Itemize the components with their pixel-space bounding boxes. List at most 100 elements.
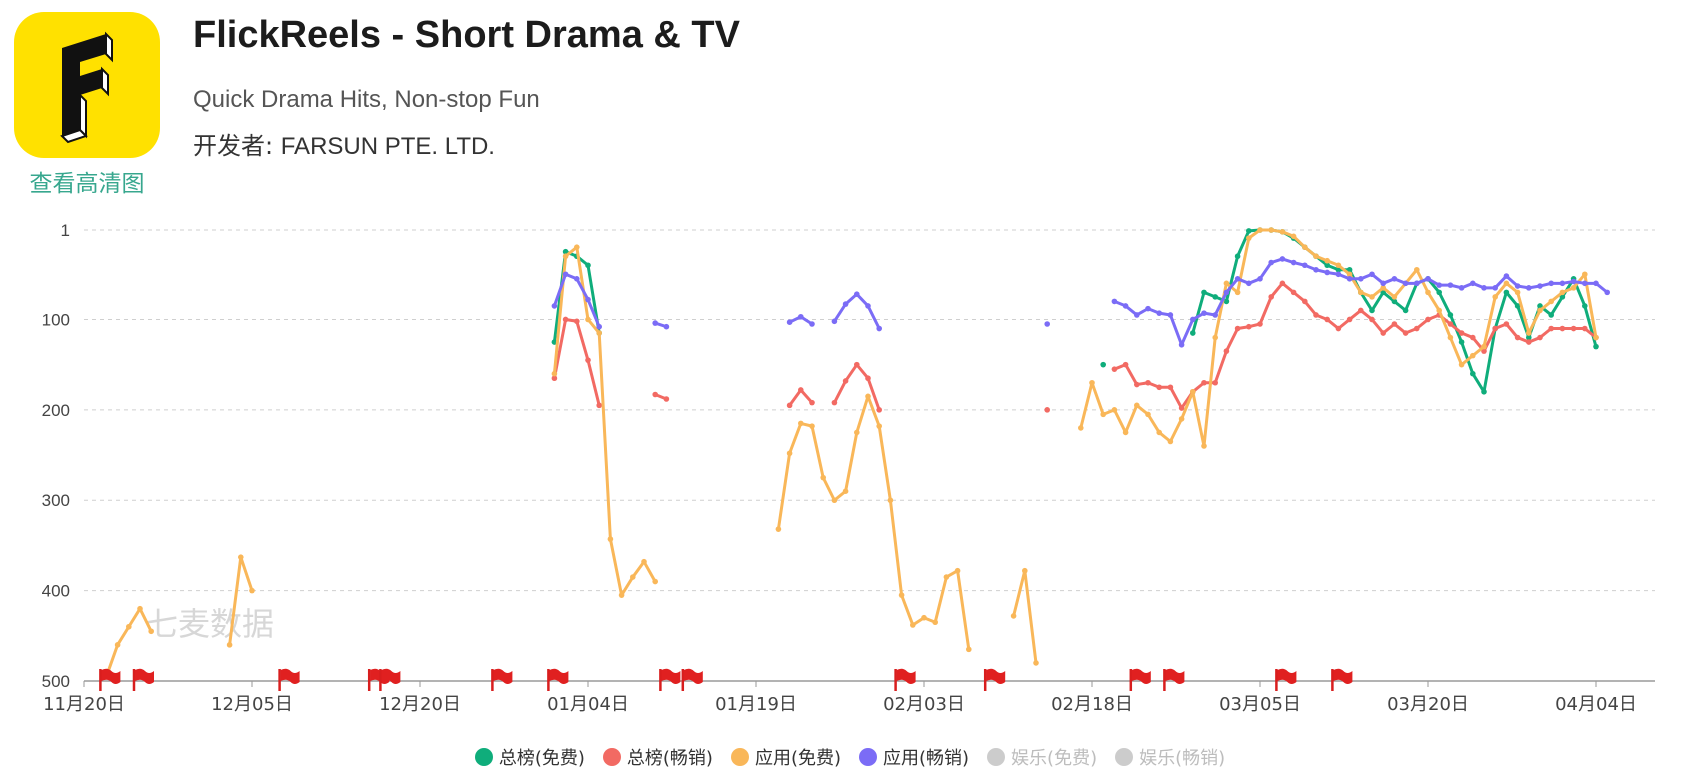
legend-item-应用(畅销)[interactable]: 应用(畅销) xyxy=(859,744,969,770)
data-point[interactable] xyxy=(1526,339,1532,345)
data-point[interactable] xyxy=(663,323,670,330)
data-point[interactable] xyxy=(1313,312,1319,318)
data-point[interactable] xyxy=(596,323,602,330)
data-point[interactable] xyxy=(921,614,927,621)
data-point[interactable] xyxy=(932,619,938,626)
data-point[interactable] xyxy=(1358,307,1364,314)
event-flag-icon[interactable] xyxy=(278,668,300,691)
data-point[interactable] xyxy=(1190,330,1196,336)
data-point[interactable] xyxy=(1514,283,1521,289)
data-point[interactable] xyxy=(842,378,849,384)
data-point[interactable] xyxy=(114,642,121,648)
event-flag-icon[interactable] xyxy=(681,668,703,691)
data-point[interactable] xyxy=(1122,429,1129,436)
data-point[interactable] xyxy=(1257,321,1263,327)
data-point[interactable] xyxy=(1246,280,1252,287)
data-point[interactable] xyxy=(1324,262,1330,269)
data-point[interactable] xyxy=(1458,330,1465,336)
data-point[interactable] xyxy=(1458,361,1465,368)
data-point[interactable] xyxy=(226,642,233,648)
data-point[interactable] xyxy=(1190,388,1196,395)
data-point[interactable] xyxy=(809,423,815,429)
data-point[interactable] xyxy=(1201,289,1207,296)
data-point[interactable] xyxy=(1369,316,1375,323)
data-point[interactable] xyxy=(1380,289,1386,296)
data-point[interactable] xyxy=(1414,266,1420,273)
event-flag-icon[interactable] xyxy=(1129,668,1151,691)
data-point[interactable] xyxy=(1156,384,1162,391)
data-point[interactable] xyxy=(1481,388,1487,395)
data-point[interactable] xyxy=(1570,285,1577,291)
data-point[interactable] xyxy=(1470,334,1476,341)
data-point[interactable] xyxy=(842,301,849,307)
data-point[interactable] xyxy=(786,450,793,457)
data-point[interactable] xyxy=(1257,227,1263,233)
data-point[interactable] xyxy=(954,567,961,574)
data-point[interactable] xyxy=(1559,280,1566,287)
data-point[interactable] xyxy=(652,578,658,585)
data-point[interactable] xyxy=(1402,307,1409,314)
data-point[interactable] xyxy=(238,554,244,560)
data-point[interactable] xyxy=(1111,298,1118,305)
data-point[interactable] xyxy=(1100,411,1106,418)
data-point[interactable] xyxy=(1503,273,1510,279)
data-point[interactable] xyxy=(1145,379,1151,386)
data-point[interactable] xyxy=(652,391,658,398)
data-point[interactable] xyxy=(1470,370,1476,377)
data-point[interactable] xyxy=(641,558,647,565)
data-point[interactable] xyxy=(1134,312,1140,318)
data-point[interactable] xyxy=(551,303,558,309)
data-point[interactable] xyxy=(1470,280,1476,287)
data-point[interactable] xyxy=(809,321,815,327)
legend-item-娱乐(免费)[interactable]: 娱乐(免费) xyxy=(987,744,1097,770)
data-point[interactable] xyxy=(1234,276,1241,282)
data-point[interactable] xyxy=(1593,280,1599,287)
data-point[interactable] xyxy=(663,396,670,402)
data-point[interactable] xyxy=(585,357,591,363)
data-point[interactable] xyxy=(1223,289,1230,296)
data-point[interactable] xyxy=(1100,361,1106,368)
data-point[interactable] xyxy=(1358,289,1364,296)
data-point[interactable] xyxy=(1324,269,1330,276)
data-point[interactable] xyxy=(1570,325,1577,332)
data-point[interactable] xyxy=(1470,352,1476,359)
data-point[interactable] xyxy=(574,318,580,325)
data-point[interactable] xyxy=(1537,307,1543,314)
event-flag-icon[interactable] xyxy=(132,668,154,691)
event-flag-icon[interactable] xyxy=(894,668,916,691)
data-point[interactable] xyxy=(585,262,591,269)
data-point[interactable] xyxy=(1257,276,1263,282)
data-point[interactable] xyxy=(854,429,860,436)
data-point[interactable] xyxy=(865,303,871,309)
data-point[interactable] xyxy=(562,271,569,278)
data-point[interactable] xyxy=(1178,405,1185,411)
data-point[interactable] xyxy=(1537,303,1543,309)
event-flag-icon[interactable] xyxy=(99,668,121,691)
data-point[interactable] xyxy=(1111,407,1118,413)
data-point[interactable] xyxy=(1010,613,1017,619)
data-point[interactable] xyxy=(1178,416,1185,422)
data-point[interactable] xyxy=(1503,280,1510,287)
data-point[interactable] xyxy=(1223,298,1230,305)
data-point[interactable] xyxy=(1122,361,1129,368)
data-point[interactable] xyxy=(1346,316,1353,323)
data-point[interactable] xyxy=(1335,266,1342,273)
data-point[interactable] xyxy=(831,497,838,504)
data-point[interactable] xyxy=(842,488,849,495)
data-point[interactable] xyxy=(1167,438,1174,445)
data-point[interactable] xyxy=(1212,294,1218,300)
event-flag-icon[interactable] xyxy=(1331,668,1353,691)
data-point[interactable] xyxy=(865,393,871,400)
data-point[interactable] xyxy=(798,420,804,427)
data-point[interactable] xyxy=(1414,325,1420,332)
data-point[interactable] xyxy=(1492,294,1498,300)
data-point[interactable] xyxy=(809,399,815,406)
data-point[interactable] xyxy=(1167,312,1174,318)
data-point[interactable] xyxy=(1134,402,1140,409)
data-point[interactable] xyxy=(1582,271,1588,278)
data-point[interactable] xyxy=(1044,407,1050,413)
data-point[interactable] xyxy=(585,316,591,323)
data-point[interactable] xyxy=(1380,280,1386,287)
data-point[interactable] xyxy=(1346,266,1353,273)
data-point[interactable] xyxy=(1391,294,1398,300)
